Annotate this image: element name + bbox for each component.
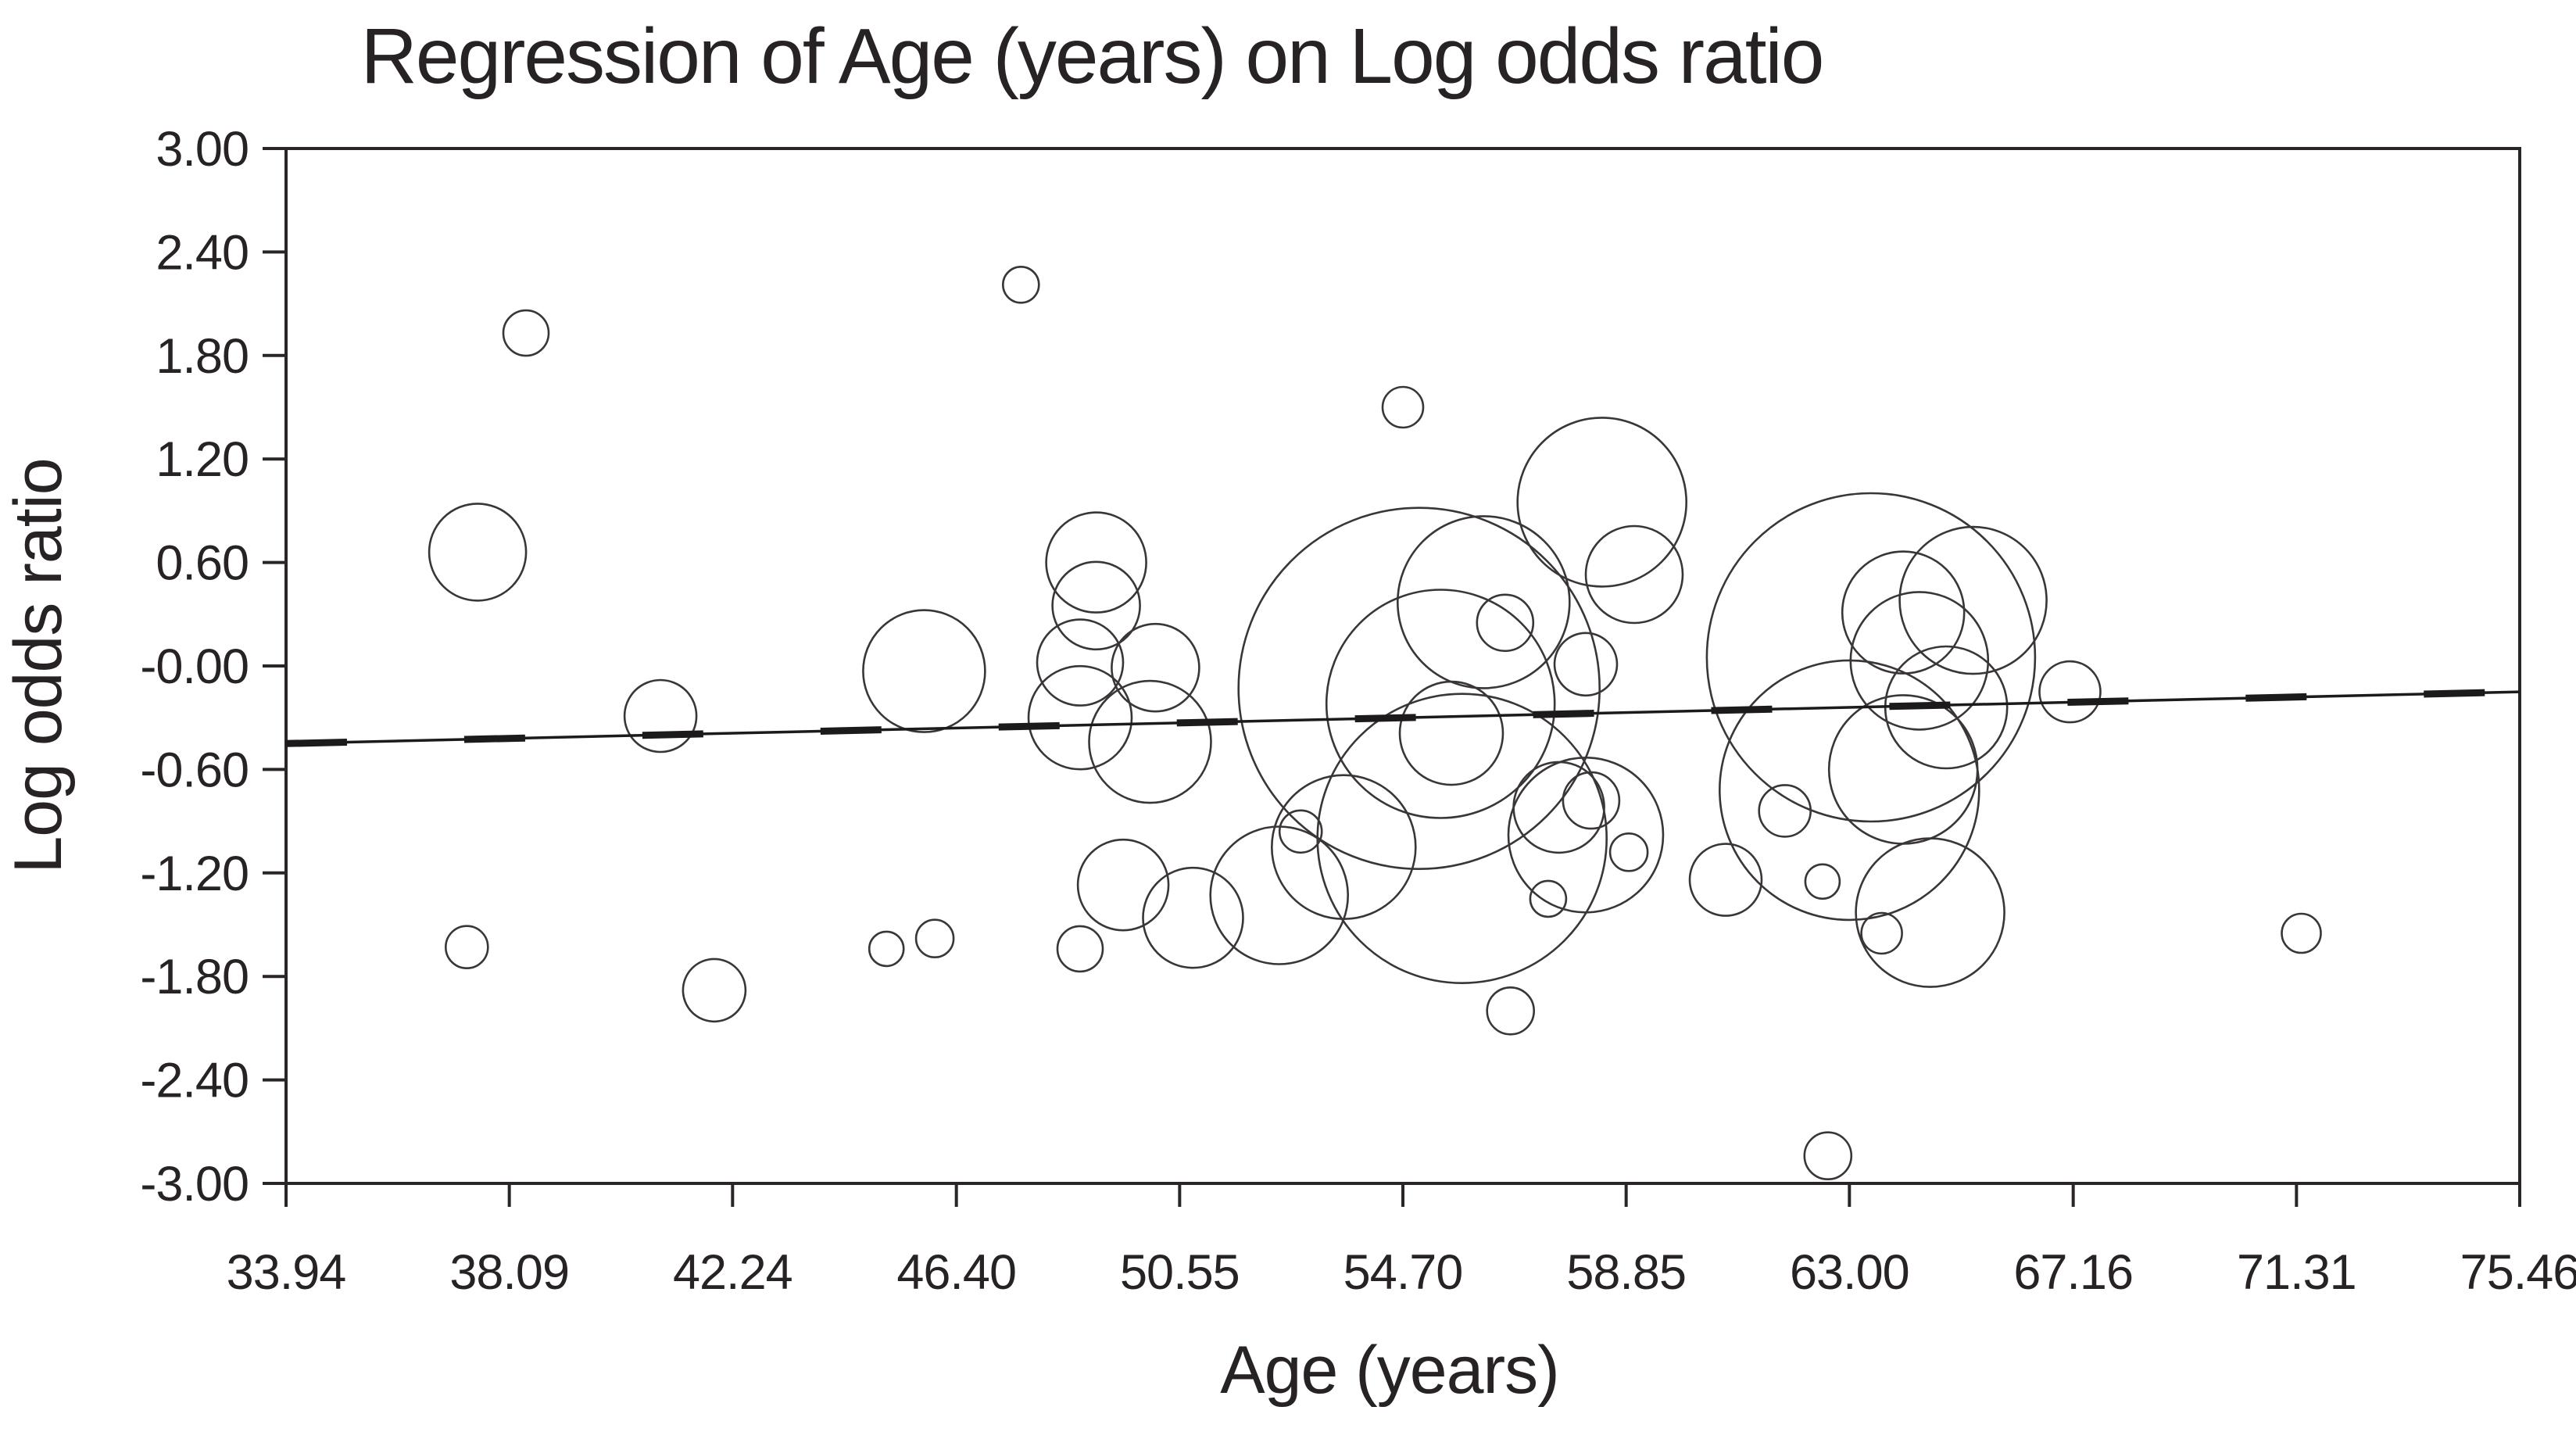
data-bubble — [1529, 879, 1568, 918]
data-bubble — [1027, 664, 1133, 771]
y-tick-label: 0.60 — [156, 536, 249, 591]
data-bubble — [1860, 911, 1903, 955]
data-bubble — [1898, 525, 2048, 675]
y-tick-label: -1.20 — [140, 847, 249, 901]
y-tick-label: -0.60 — [140, 743, 249, 797]
y-tick-label: -3.00 — [140, 1157, 249, 1212]
data-bubble — [1325, 589, 1556, 819]
x-tick-label: 33.94 — [227, 1245, 346, 1300]
data-bubble — [1855, 837, 2005, 988]
x-tick-label: 67.16 — [2013, 1245, 2133, 1300]
data-bubble — [1512, 761, 1605, 854]
data-bubble — [428, 503, 528, 602]
data-bubble — [1608, 832, 1649, 872]
x-axis-title: Age (years) — [1220, 1333, 1559, 1408]
data-bubble — [1237, 507, 1601, 871]
plot-frame — [284, 147, 2521, 1185]
data-bubble — [682, 958, 747, 1023]
data-bubble — [1088, 679, 1212, 804]
data-bubble — [1036, 618, 1125, 707]
data-bubble — [1849, 591, 1990, 731]
x-tick-label: 75.46 — [2460, 1245, 2576, 1300]
data-bubble — [1051, 560, 1141, 651]
data-bubble — [623, 678, 698, 754]
data-bubble — [1507, 757, 1665, 914]
data-bubble — [862, 609, 986, 733]
data-bubble — [1056, 925, 1104, 973]
x-tick-label: 71.31 — [2237, 1245, 2356, 1300]
data-bubble — [1827, 694, 1979, 845]
data-bubble — [2038, 660, 2102, 724]
x-tick-label: 38.09 — [449, 1245, 569, 1300]
data-bubble — [1719, 659, 1980, 922]
data-bubble — [1271, 774, 1417, 920]
data-bubble — [1841, 550, 1966, 675]
x-axis-ticks: 33.94 38.09 42.24 46.40 50.55 54.70 58.85 63.00… — [227, 1183, 2576, 1300]
y-axis-title: Log odds ratio — [1, 458, 76, 873]
data-bubble — [1209, 825, 1349, 965]
data-bubble — [1398, 680, 1504, 786]
y-tick-label: -0.00 — [140, 639, 249, 694]
data-bubble — [914, 918, 955, 958]
data-bubble — [444, 925, 489, 969]
data-bubble — [1045, 511, 1147, 614]
data-bubble — [1804, 863, 1841, 900]
data-bubble — [1562, 771, 1621, 830]
data-bubble — [1758, 784, 1812, 838]
x-tick-label: 50.55 — [1120, 1245, 1240, 1300]
data-bubble — [1381, 385, 1425, 429]
x-tick-label: 46.40 — [896, 1245, 1016, 1300]
data-bubble — [1278, 809, 1323, 854]
data-bubble — [1486, 986, 1535, 1036]
data-bubble — [1553, 632, 1619, 697]
data-bubble — [1688, 843, 1763, 917]
x-tick-label: 58.85 — [1566, 1245, 1686, 1300]
data-bubble — [1316, 693, 1608, 984]
y-tick-label: 1.80 — [156, 329, 249, 384]
y-tick-label: 3.00 — [156, 122, 249, 177]
data-bubble — [1705, 492, 2037, 823]
regression-line-dashes — [285, 688, 2521, 747]
x-tick-label: 54.70 — [1343, 1245, 1463, 1300]
data-bubble — [502, 309, 550, 357]
y-tick-label: 2.40 — [156, 225, 249, 280]
y-axis-ticks: 3.00 2.40 1.80 1.20 0.60 -0.00 -0.60 -1.20 -1.80… — [140, 122, 286, 1212]
data-bubble — [1584, 524, 1684, 625]
regression-line-group — [285, 688, 2521, 747]
data-bubble — [1076, 838, 1170, 932]
data-bubble — [868, 930, 905, 968]
y-tick-label: -2.40 — [140, 1054, 249, 1108]
y-tick-label: -1.80 — [140, 950, 249, 1004]
data-bubble — [2281, 912, 2322, 954]
y-tick-label: 1.20 — [156, 432, 249, 487]
data-bubble — [1803, 1131, 1853, 1180]
data-bubble — [1516, 417, 1687, 588]
data-bubble — [1111, 622, 1200, 713]
data-bubble — [1142, 866, 1244, 969]
data-bubble — [1476, 593, 1535, 653]
x-tick-label: 63.00 — [1790, 1245, 1909, 1300]
bubble-series — [428, 265, 2322, 1180]
chart-title: Regression of Age (years) on Log odds ra… — [361, 13, 1823, 100]
data-bubble — [1002, 265, 1040, 304]
x-tick-label: 42.24 — [673, 1245, 792, 1300]
data-bubble — [1397, 515, 1571, 689]
